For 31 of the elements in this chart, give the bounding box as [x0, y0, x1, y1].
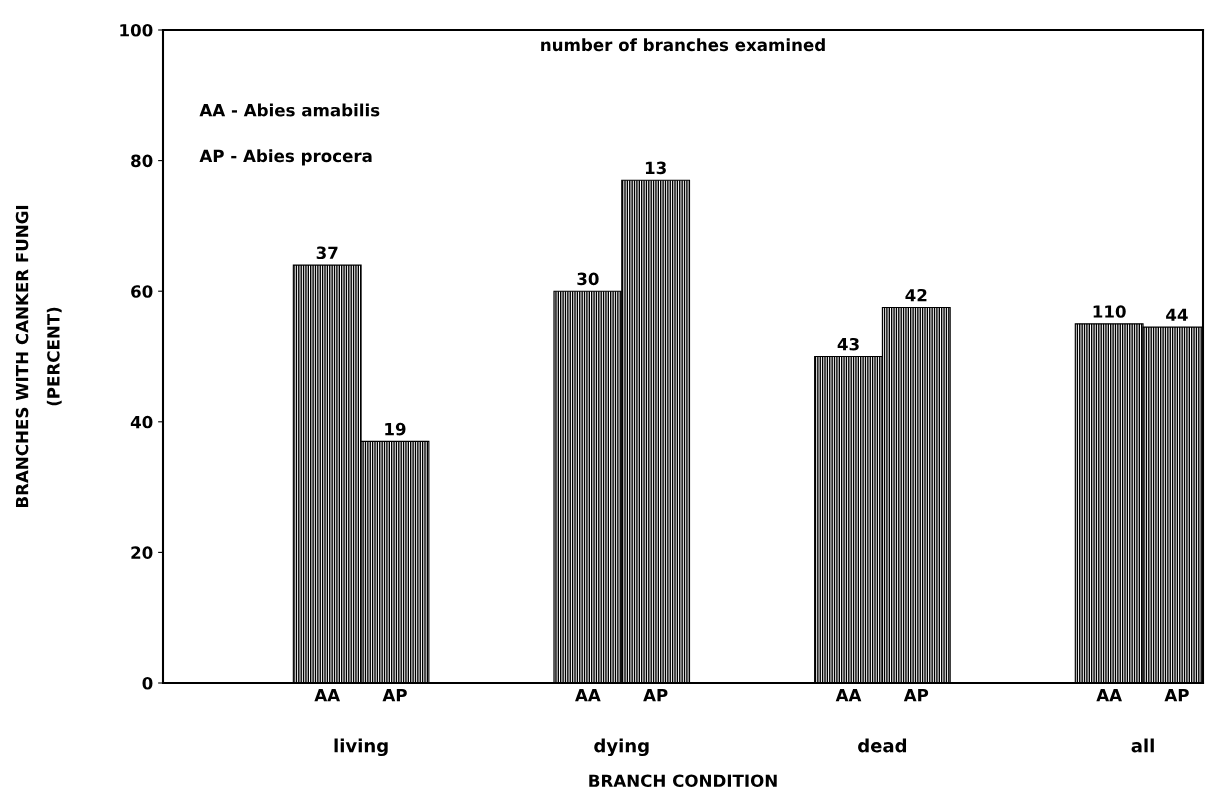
y-tick-label: 80: [131, 154, 153, 168]
text: AP: [1164, 689, 1189, 702]
y-tick-label: 20: [131, 546, 153, 559]
text: AA: [835, 689, 862, 702]
text: AP: [643, 689, 668, 702]
y-tick-label: 100: [120, 23, 153, 37]
annotation: number of branches examined: [541, 38, 825, 52]
annotation: 37: [316, 246, 338, 260]
x-axis-title: BRANCH CONDITION: [589, 774, 777, 788]
annotation: AP - Abies procera: [199, 149, 372, 166]
annotation: 43: [837, 337, 859, 351]
x-tick-label: living: [334, 738, 388, 757]
annotation: 110: [1093, 305, 1126, 318]
annotation: AA - Abies amabilis: [199, 103, 380, 117]
series-label: AP: [382, 689, 407, 702]
y-tick-label: 0: [142, 676, 153, 690]
annotation: 30: [577, 272, 599, 286]
text: AA: [1096, 689, 1122, 702]
y-tick-label: 40: [130, 415, 153, 429]
series-label: AA: [314, 689, 341, 702]
y-tick-label: 60: [131, 285, 153, 298]
x-tick-label: all: [1131, 738, 1154, 753]
text: AA: [575, 689, 601, 702]
annotation: 42: [905, 288, 927, 302]
text: AP: [903, 689, 929, 702]
annotation: 13: [645, 161, 666, 175]
y-axis-title: BRANCHES WITH CANKER FUNGI (PERCENT): [15, 205, 62, 508]
x-tick-label: dying: [594, 738, 649, 757]
annotation: 19: [385, 422, 406, 436]
x-tick-label: dead: [858, 738, 907, 753]
annotation: 44: [1166, 308, 1188, 321]
